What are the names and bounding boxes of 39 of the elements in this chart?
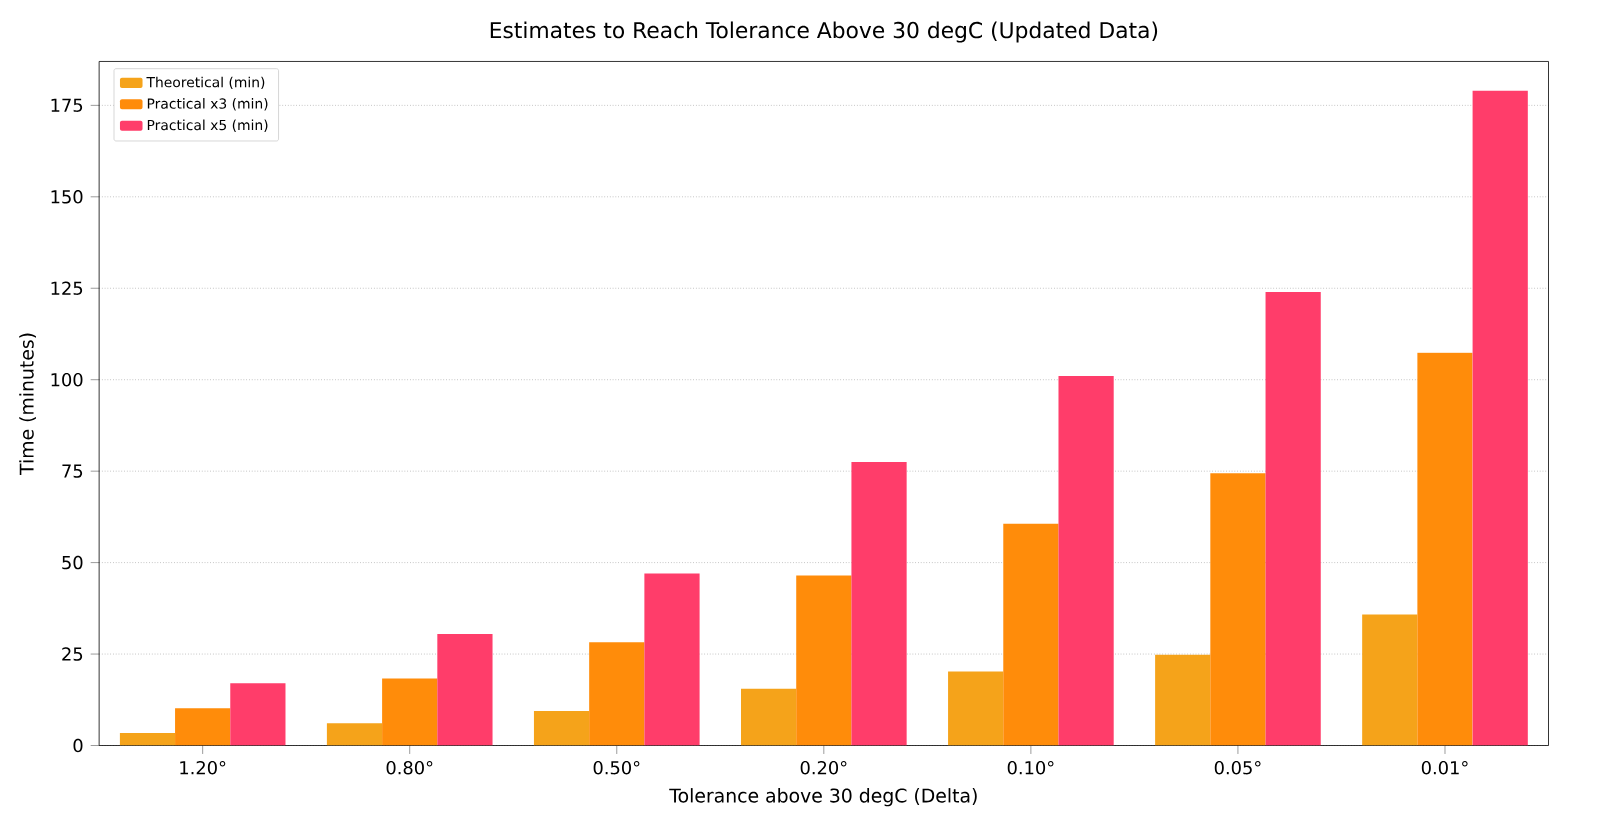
x-tick-label: 0.10° <box>1007 760 1054 775</box>
x-tick-label: 0.20° <box>800 760 847 775</box>
bar <box>948 671 1004 746</box>
bar <box>741 688 797 746</box>
bar <box>1058 375 1114 746</box>
x-tick-label: 0.05° <box>1214 760 1261 775</box>
x-tick-label: 0.80° <box>386 760 433 775</box>
bar <box>230 682 286 746</box>
y-tick-label: 0 <box>73 738 83 752</box>
bar <box>1210 472 1266 746</box>
bar <box>1417 352 1473 746</box>
bar <box>589 641 645 746</box>
bar <box>851 461 907 746</box>
bar <box>1265 291 1321 746</box>
x-tick-label: 0.50° <box>593 760 640 775</box>
y-tick-label: 125 <box>51 281 83 295</box>
y-tick-label: 150 <box>51 189 83 204</box>
bar <box>644 573 700 746</box>
bar <box>1472 90 1528 746</box>
y-tick-label: 100 <box>51 372 83 387</box>
bar <box>437 633 493 746</box>
bar <box>533 710 590 746</box>
bar <box>1003 523 1059 746</box>
bar <box>326 722 383 746</box>
bar <box>1155 654 1211 746</box>
bar <box>382 678 438 746</box>
x-tick-label: 0.01° <box>1421 760 1468 775</box>
bar <box>119 732 176 746</box>
bar <box>796 575 852 746</box>
bar <box>175 707 231 746</box>
chart-title: Estimates to Reach Tolerance Above 30 degC (Updated Data) <box>490 21 1158 43</box>
y-tick-label: 50 <box>62 555 83 569</box>
y-tick-label: 75 <box>62 464 83 478</box>
y-tick-label: 175 <box>51 98 83 112</box>
y-axis-title: Time (minutes) <box>19 333 36 475</box>
x-tick-label: 1.20° <box>180 760 226 775</box>
y-tick-label: 25 <box>62 646 83 661</box>
bar <box>1362 614 1418 746</box>
x-axis-title: Tolerance above 30 degC (Delta) <box>669 787 977 806</box>
